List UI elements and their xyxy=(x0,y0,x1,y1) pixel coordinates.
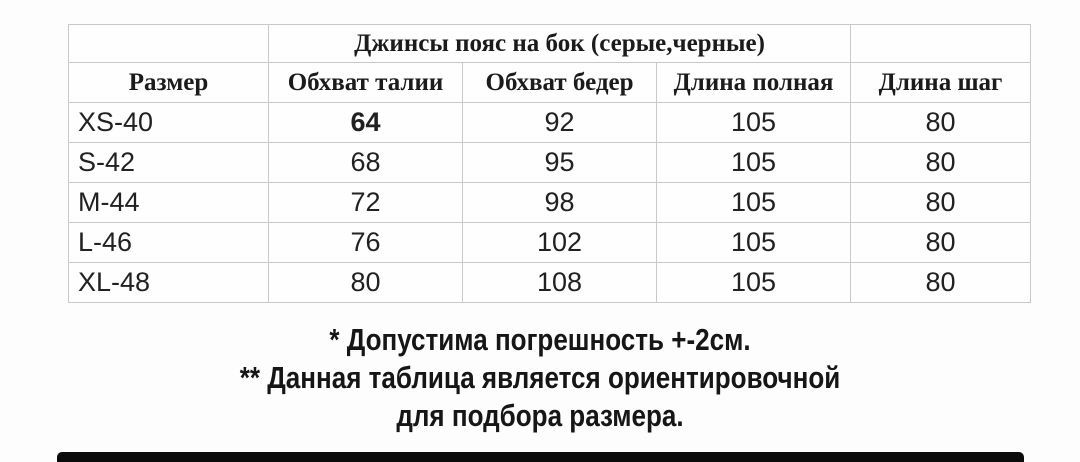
full-length-cell: 105 xyxy=(655,182,852,223)
bottom-bar xyxy=(57,452,1024,462)
inseam-cell: 80 xyxy=(850,102,1032,143)
hips-cell: 95 xyxy=(462,142,657,183)
table-row: XS-40 64 92 105 80 xyxy=(68,102,1032,143)
inseam-cell: 80 xyxy=(850,182,1032,223)
column-header-waist: Обхват талии xyxy=(268,62,463,103)
size-cell: L-46 xyxy=(68,222,269,263)
waist-cell: 72 xyxy=(268,182,463,223)
empty-cell xyxy=(850,24,1032,63)
size-cell: M-44 xyxy=(68,182,269,223)
footnote-tolerance: * Допустима погрешность +-2см. xyxy=(329,322,751,357)
table-title-row: Джинсы пояс на бок (серые,черные) xyxy=(68,24,1032,63)
inseam-cell: 80 xyxy=(850,142,1032,183)
column-header-size: Размер xyxy=(68,62,269,103)
hips-cell: 108 xyxy=(462,262,657,303)
table-row: XL-48 80 108 105 80 xyxy=(68,262,1032,303)
hips-cell: 98 xyxy=(462,182,657,223)
inseam-cell: 80 xyxy=(850,262,1032,303)
table-row: M-44 72 98 105 80 xyxy=(68,182,1032,223)
footnote-approximate-cont: для подбора размера. xyxy=(396,398,684,433)
column-header-full-length: Длина полная xyxy=(655,62,852,103)
table-header-row: Размер Обхват талии Обхват бедер Длина п… xyxy=(68,62,1032,103)
hips-cell: 92 xyxy=(462,102,657,143)
waist-cell: 80 xyxy=(268,262,463,303)
table-row: S-42 68 95 105 80 xyxy=(68,142,1032,183)
table-title: Джинсы пояс на бок (серые,черные) xyxy=(267,24,852,63)
size-cell: XL-48 xyxy=(68,262,269,303)
empty-cell xyxy=(68,24,269,63)
size-cell: XS-40 xyxy=(68,102,269,143)
hips-cell: 102 xyxy=(462,222,657,263)
full-length-cell: 105 xyxy=(655,142,852,183)
table-row: L-46 76 102 105 80 xyxy=(68,222,1032,263)
full-length-cell: 105 xyxy=(655,222,852,263)
column-header-inseam: Длина шаг xyxy=(850,62,1032,103)
size-cell: S-42 xyxy=(68,142,269,183)
footnotes: * Допустима погрешность +-2см. ** Данная… xyxy=(0,321,1080,435)
column-header-hips: Обхват бедер xyxy=(462,62,657,103)
footnote-approximate: ** Данная таблица является ориентировочн… xyxy=(239,360,841,395)
size-table: Джинсы пояс на бок (серые,черные) Размер… xyxy=(68,24,1032,303)
waist-cell: 76 xyxy=(268,222,463,263)
full-length-cell: 105 xyxy=(655,262,852,303)
waist-cell: 68 xyxy=(268,142,463,183)
waist-cell: 64 xyxy=(268,102,463,143)
inseam-cell: 80 xyxy=(850,222,1032,263)
full-length-cell: 105 xyxy=(655,102,852,143)
